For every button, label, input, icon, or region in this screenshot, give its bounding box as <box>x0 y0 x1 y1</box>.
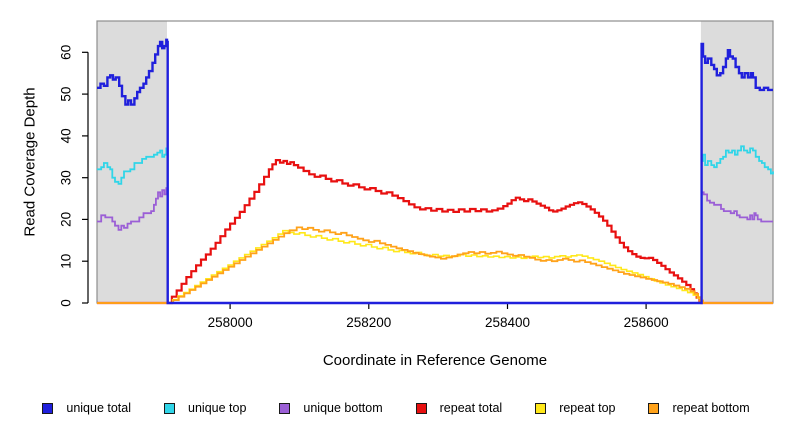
y-axis-title: Read Coverage Depth <box>21 87 39 237</box>
x-tick-label: 258200 <box>346 315 391 330</box>
legend-item-repeat-bottom: repeat bottom <box>648 401 750 415</box>
legend-label: repeat total <box>439 401 503 415</box>
legend-swatch-repeat-top <box>535 402 547 414</box>
y-tick-label: 0 <box>59 299 74 307</box>
y-tick-label: 40 <box>59 128 74 143</box>
shaded-region <box>97 21 167 303</box>
legend-label: unique bottom <box>303 401 383 415</box>
legend-label: repeat bottom <box>672 401 750 415</box>
x-axis-title: Coordinate in Reference Genome <box>322 352 548 369</box>
legend-swatch-unique-top <box>164 402 176 414</box>
series-line-unique-top <box>97 145 774 304</box>
legend-item-unique-bottom: unique bottom <box>279 401 383 415</box>
legend-item-repeat-top: repeat top <box>535 401 615 415</box>
legend-item-repeat-total: repeat total <box>415 401 503 415</box>
legend-swatch-repeat-total <box>415 402 427 414</box>
y-tick-label: 50 <box>59 87 74 102</box>
legend: unique total unique top unique bottom repea… <box>0 397 792 419</box>
y-tick-label: 10 <box>59 254 74 269</box>
legend-item-unique-top: unique top <box>164 401 246 415</box>
legend-label: unique total <box>66 401 132 415</box>
legend-label: repeat top <box>559 401 616 415</box>
legend-label: unique top <box>188 401 247 415</box>
plot-box <box>96 20 774 304</box>
y-tick-label: 60 <box>59 45 74 60</box>
series-line-unique-total <box>97 38 773 305</box>
series-line-repeat-top <box>97 229 773 304</box>
x-tick-label: 258600 <box>624 315 669 330</box>
series-line-repeat-total <box>97 159 773 305</box>
y-tick-label: 20 <box>59 212 74 227</box>
y-tick-label: 30 <box>59 170 74 185</box>
series-line-repeat-bottom <box>97 226 773 304</box>
legend-swatch-unique-total <box>42 402 54 414</box>
x-tick-label: 258400 <box>485 315 530 330</box>
legend-swatch-repeat-bottom <box>648 402 660 414</box>
legend-item-unique-total: unique total <box>42 401 131 415</box>
legend-swatch-unique-bottom <box>279 402 291 414</box>
x-tick-label: 258000 <box>208 315 253 330</box>
